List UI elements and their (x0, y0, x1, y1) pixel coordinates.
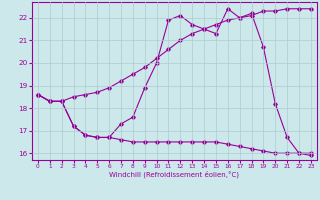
X-axis label: Windchill (Refroidissement éolien,°C): Windchill (Refroidissement éolien,°C) (109, 171, 239, 178)
